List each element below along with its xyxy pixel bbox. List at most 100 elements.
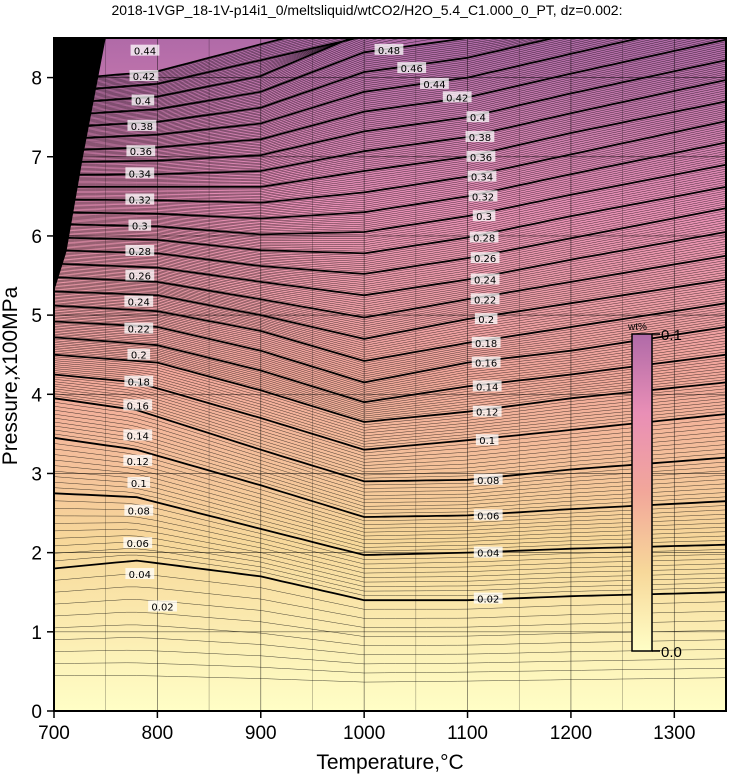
- minor-contour-line: [54, 433, 726, 514]
- minor-contour-line: [54, 38, 361, 107]
- minor-contour-line: [54, 38, 373, 109]
- contour-label-bg: [469, 231, 499, 243]
- minor-contour-line: [54, 41, 726, 152]
- minor-contour-line: [54, 368, 726, 442]
- contour-label: 0.3: [132, 222, 148, 233]
- minor-contour-line: [54, 114, 726, 199]
- contour-label: 0.16: [127, 401, 149, 412]
- minor-contour-line: [54, 38, 391, 112]
- contour-label: 0.06: [127, 539, 149, 550]
- contour-label: 0.32: [129, 196, 151, 207]
- minor-contour-line: [54, 38, 598, 134]
- minor-contour-line: [54, 269, 726, 331]
- minor-contour-line: [54, 295, 726, 355]
- contour-line-0.14: [54, 336, 726, 404]
- contour-label: 0.24: [474, 275, 496, 286]
- minor-contour-line: [54, 250, 726, 314]
- minor-contour-line: [54, 38, 355, 97]
- contour-label: 0.46: [401, 64, 423, 75]
- minor-contour-line: [54, 307, 726, 366]
- minor-contour-line: [54, 179, 726, 248]
- contour-label-bg: [125, 568, 155, 580]
- contour-line-0.28: [54, 186, 726, 255]
- minor-contour-line: [54, 168, 726, 238]
- contour-line-0.22: [54, 254, 726, 319]
- minor-contour-line: [54, 417, 726, 500]
- contour-label-bg: [123, 399, 153, 411]
- minor-contour-line: [54, 83, 726, 178]
- minor-contour-line: [54, 260, 726, 323]
- minor-contour-line: [54, 425, 726, 507]
- contour-line-0.46: [54, 38, 558, 129]
- minor-contour-line: [54, 443, 726, 522]
- contour-labels: 0.02 0.04 0.06 0.08 0.1 0.12 0.14 0.16 0.18 0.2 0.…: [123, 20, 503, 613]
- x-tick-label: 1000: [343, 723, 385, 744]
- minor-contour-line: [54, 140, 726, 218]
- minor-contour-line: [54, 67, 726, 168]
- contour-label: 0.38: [469, 133, 491, 144]
- minor-contour-line: [54, 53, 726, 159]
- minor-contour-line: [54, 38, 633, 139]
- minor-contour-line: [54, 38, 697, 147]
- minor-contour-line: [54, 459, 726, 533]
- minor-contour-line: [54, 129, 726, 210]
- chart-title: 2018-1VGP_18-1V-p14i1_0/meltsliquid/wtCO…: [112, 2, 623, 18]
- contour-label: 0.26: [474, 254, 496, 265]
- contour-label: 0.46: [126, 20, 148, 31]
- contour-label-bg: [125, 167, 155, 179]
- minor-contour-line: [54, 38, 581, 132]
- minor-contour-line: [54, 197, 726, 264]
- contour-label-bg: [473, 509, 503, 521]
- minor-contour-line: [54, 272, 726, 333]
- contour-line-0.44: [54, 38, 644, 141]
- contour-label: 0.34: [471, 173, 493, 184]
- minor-contour-line: [54, 329, 726, 393]
- minor-contour-line: [54, 69, 726, 169]
- minor-contour-line: [54, 55, 726, 161]
- contour-line-0.02: [54, 559, 726, 602]
- contour-label: 0.36: [470, 153, 492, 164]
- minor-contour-line: [54, 184, 726, 252]
- contour-label: 0.2: [131, 351, 147, 362]
- contour-label-bg: [374, 43, 404, 55]
- minor-contour-line: [54, 515, 726, 569]
- contour-line-0.32: [54, 141, 726, 220]
- minor-contour-line: [54, 38, 515, 121]
- contour-label-bg: [123, 537, 153, 549]
- contour-label-bg: [126, 145, 156, 157]
- minor-contour-line: [54, 390, 726, 473]
- minor-contour-line: [54, 86, 726, 179]
- minor-contour-line: [54, 234, 726, 298]
- minor-contour-line: [54, 358, 726, 428]
- minor-contour-line: [54, 649, 726, 665]
- minor-contour-line: [54, 222, 726, 288]
- plot-background: [54, 38, 726, 711]
- minor-contour-line: [54, 49, 726, 157]
- contour-label-bg: [468, 190, 498, 202]
- contour-label-bg: [148, 600, 177, 612]
- contour-label-bg: [470, 252, 500, 264]
- minor-contour-line: [54, 215, 726, 281]
- minor-contour-line: [54, 38, 538, 125]
- contour-label-bg: [466, 111, 490, 123]
- y-tick-label: 7: [31, 148, 42, 169]
- y-tick-label: 4: [31, 385, 42, 406]
- minor-contour-line: [54, 73, 726, 172]
- contour-label: 0.36: [130, 147, 152, 158]
- minor-contour-line: [54, 81, 726, 177]
- x-axis-ticks: 700 800 900 1000 1100 1200 1300: [38, 711, 695, 744]
- minor-contour-line: [54, 219, 726, 285]
- minor-contour-line: [54, 38, 306, 84]
- minor-contour-line: [54, 205, 726, 273]
- minor-contour-line: [54, 405, 726, 489]
- contour-label-bg: [465, 130, 495, 142]
- minor-contour-line: [54, 528, 726, 578]
- contour-label: 0.08: [477, 476, 499, 487]
- minor-contour-line: [54, 203, 726, 271]
- minor-contour-line: [54, 155, 726, 229]
- minor-contour-line: [54, 201, 726, 269]
- contour-label: 0.22: [128, 325, 150, 336]
- minor-contour-line: [54, 508, 726, 565]
- minor-contour-line: [54, 611, 726, 637]
- contour-label: 0.08: [128, 507, 150, 518]
